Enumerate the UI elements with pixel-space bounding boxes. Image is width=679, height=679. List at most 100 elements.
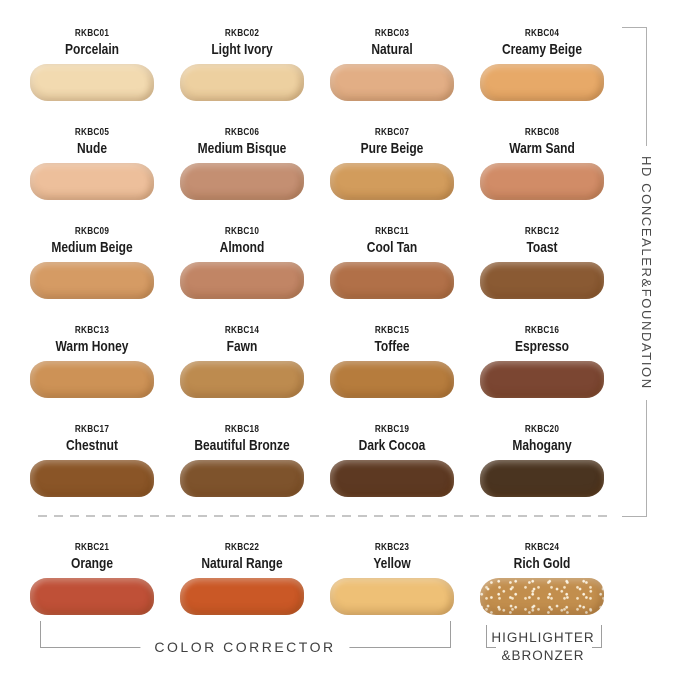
shade-swatch xyxy=(480,361,604,398)
shade-swatch xyxy=(480,163,604,200)
shade-code: RKBC16 xyxy=(524,325,560,336)
shade-swatch xyxy=(180,460,304,497)
shade-cell: RKBC13 Warm Honey xyxy=(17,313,167,412)
shade-swatch xyxy=(30,64,154,101)
side-group-label: HD CONCEALER&FOUNDATION xyxy=(638,146,655,400)
dashed-divider xyxy=(38,515,612,517)
shade-cell: RKBC18 Beautiful Bronze xyxy=(167,412,317,511)
shade-name: Fawn xyxy=(226,338,258,355)
shade-cell: RKBC09 Medium Beige xyxy=(17,214,167,313)
shade-name: Espresso xyxy=(514,338,570,355)
shade-code: RKBC08 xyxy=(524,127,560,138)
shade-name: Nude xyxy=(77,140,107,157)
shade-code: RKBC17 xyxy=(74,424,110,435)
shade-code: RKBC21 xyxy=(74,542,110,553)
shade-cell: RKBC04 Creamy Beige xyxy=(467,16,617,115)
shade-code: RKBC13 xyxy=(74,325,110,336)
shade-swatch xyxy=(330,262,454,299)
shade-cell: RKBC14 Fawn xyxy=(167,313,317,412)
shade-name: Rich Gold xyxy=(513,555,571,572)
shade-grid: RKBC01 Porcelain RKBC02 Light Ivory RKBC… xyxy=(17,16,617,629)
shade-cell: RKBC19 Dark Cocoa xyxy=(317,412,467,511)
shade-name: Medium Beige xyxy=(51,239,133,256)
shade-name: Orange xyxy=(70,555,113,572)
shade-name: Yellow xyxy=(373,555,411,572)
shade-cell: RKBC16 Espresso xyxy=(467,313,617,412)
shade-swatch xyxy=(330,361,454,398)
highlighter-label-line1: HIGHLIGHTER xyxy=(491,630,595,645)
shade-cell: RKBC03 Natural xyxy=(317,16,467,115)
shade-code: RKBC02 xyxy=(224,28,260,39)
shade-code: RKBC12 xyxy=(524,226,560,237)
shade-swatch xyxy=(330,578,454,615)
shade-name: Creamy Beige xyxy=(501,41,583,58)
highlighter-bracket-right xyxy=(592,625,602,648)
shade-cell: RKBC23 Yellow xyxy=(317,530,467,629)
shade-code: RKBC20 xyxy=(524,424,560,435)
shade-name: Natural xyxy=(371,41,413,58)
shade-name: Chestnut xyxy=(66,437,118,454)
shade-swatch xyxy=(330,460,454,497)
shade-cell: RKBC17 Chestnut xyxy=(17,412,167,511)
shade-name: Beautiful Bronze xyxy=(194,437,290,454)
highlighter-bronzer-label: HIGHLIGHTER &BRONZER xyxy=(491,629,594,664)
shade-name: Toast xyxy=(526,239,558,256)
shade-name: Natural Range xyxy=(201,555,283,572)
shade-code: RKBC22 xyxy=(224,542,260,553)
shade-cell: RKBC02 Light Ivory xyxy=(167,16,317,115)
shade-code: RKBC09 xyxy=(74,226,110,237)
highlighter-bracket-left xyxy=(486,625,496,648)
shade-code: RKBC11 xyxy=(375,226,409,237)
shade-swatch xyxy=(480,64,604,101)
color-corrector-bracket-left-tick xyxy=(40,621,41,648)
shade-cell: RKBC06 Medium Bisque xyxy=(167,115,317,214)
shade-cell: RKBC10 Almond xyxy=(167,214,317,313)
shade-code: RKBC14 xyxy=(224,325,260,336)
shade-swatch xyxy=(330,163,454,200)
shade-name: Warm Honey xyxy=(55,338,129,355)
shade-cell: RKBC08 Warm Sand xyxy=(467,115,617,214)
shade-name: Mahogany xyxy=(512,437,572,454)
shade-cell: RKBC21 Orange xyxy=(17,530,167,629)
shade-swatch xyxy=(30,361,154,398)
shade-swatch xyxy=(30,460,154,497)
side-bracket-bottom-tick xyxy=(622,516,647,517)
shade-name: Dark Cocoa xyxy=(358,437,426,454)
shade-name: Cool Tan xyxy=(366,239,418,256)
shade-swatch xyxy=(180,262,304,299)
shade-cell: RKBC05 Nude xyxy=(17,115,167,214)
shade-swatch xyxy=(30,163,154,200)
shade-name: Medium Bisque xyxy=(197,140,287,157)
shade-code: RKBC15 xyxy=(374,325,410,336)
shade-cell: RKBC07 Pure Beige xyxy=(317,115,467,214)
shade-code: RKBC04 xyxy=(524,28,560,39)
shade-swatch xyxy=(480,460,604,497)
shade-code: RKBC06 xyxy=(224,127,260,138)
shade-swatch xyxy=(30,578,154,615)
shade-swatch xyxy=(180,163,304,200)
shade-cell: RKBC01 Porcelain xyxy=(17,16,167,115)
shade-swatch xyxy=(180,361,304,398)
shade-code: RKBC07 xyxy=(374,127,410,138)
shade-swatch xyxy=(480,578,604,615)
shade-code: RKBC10 xyxy=(224,226,260,237)
shade-swatch xyxy=(180,64,304,101)
shade-name: Toffee xyxy=(374,338,410,355)
shade-cell: RKBC24 Rich Gold xyxy=(467,530,617,629)
shade-cell: RKBC12 Toast xyxy=(467,214,617,313)
shade-cell: RKBC20 Mahogany xyxy=(467,412,617,511)
side-bracket-top-tick xyxy=(622,27,647,28)
color-corrector-label: COLOR CORRECTOR xyxy=(140,639,350,655)
shade-code: RKBC18 xyxy=(224,424,260,435)
shade-name: Warm Sand xyxy=(509,140,575,157)
shade-cell: RKBC15 Toffee xyxy=(317,313,467,412)
shade-name: Pure Beige xyxy=(360,140,424,157)
highlighter-label-line2: &BRONZER xyxy=(501,647,585,663)
shade-swatch xyxy=(330,64,454,101)
shade-code: RKBC23 xyxy=(374,542,410,553)
shade-code: RKBC01 xyxy=(74,28,110,39)
color-corrector-bracket-right-tick xyxy=(450,621,451,648)
shade-code: RKBC05 xyxy=(74,127,110,138)
shade-name: Porcelain xyxy=(64,41,120,58)
